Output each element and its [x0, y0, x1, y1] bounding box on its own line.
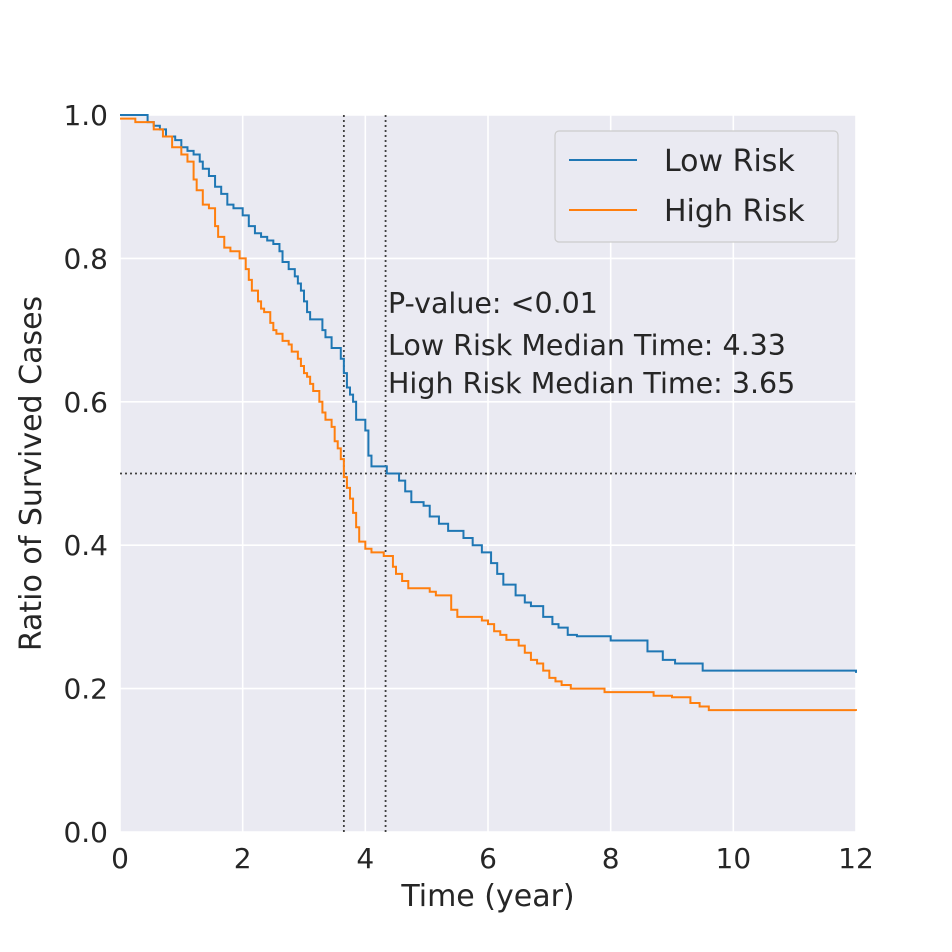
x-tick-label: 2	[234, 842, 252, 875]
y-tick-label: 0.4	[63, 529, 108, 562]
x-axis-label: Time (year)	[400, 879, 574, 914]
p-value-text: P-value: <0.01	[388, 287, 598, 320]
legend-box	[554, 130, 839, 243]
y-axis-label: Ratio of Survived Cases	[14, 296, 49, 651]
tick-labels: 0 2 4 6 8 10 12 0.0 0.2 0.4 0.6 0.8 1.0	[63, 99, 873, 875]
stats-annotation: P-value: <0.01 Low Risk Median Time: 4.3…	[388, 287, 795, 400]
x-tick-label: 12	[838, 842, 874, 875]
x-tick-label: 8	[602, 842, 620, 875]
legend-label-high-risk: High Risk	[664, 194, 805, 229]
legend: Low Risk High Risk	[554, 130, 839, 243]
y-tick-label: 0.0	[63, 816, 108, 849]
series-lines	[120, 114, 857, 712]
y-tick-label: 1.0	[63, 99, 108, 132]
legend-label-low-risk: Low Risk	[664, 144, 795, 179]
x-tick-label: 6	[479, 842, 497, 875]
high-risk-median-text: High Risk Median Time: 3.65	[388, 367, 795, 400]
x-tick-label: 4	[356, 842, 374, 875]
x-tick-label: 10	[716, 842, 752, 875]
series-line-low-risk	[120, 114, 857, 673]
y-tick-label: 0.2	[63, 673, 108, 706]
series-line-high-risk	[120, 117, 857, 712]
y-tick-label: 0.8	[63, 242, 108, 275]
x-tick-label: 0	[111, 842, 129, 875]
y-tick-label: 0.6	[63, 386, 108, 419]
low-risk-median-text: Low Risk Median Time: 4.33	[388, 329, 786, 362]
